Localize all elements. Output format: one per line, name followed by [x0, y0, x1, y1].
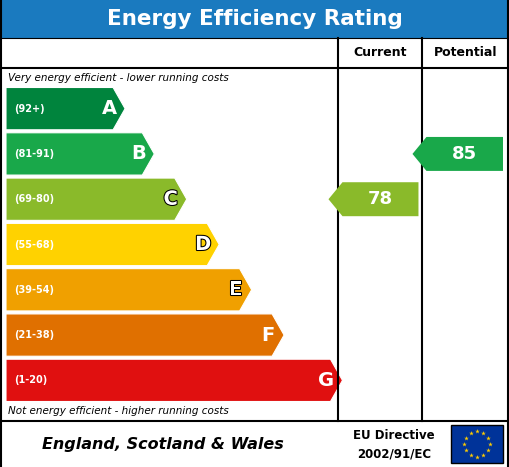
Text: E: E	[229, 280, 242, 299]
Text: (69-80): (69-80)	[14, 194, 54, 204]
Text: A: A	[101, 99, 117, 118]
Text: England, Scotland & Wales: England, Scotland & Wales	[42, 437, 284, 452]
Text: Energy Efficiency Rating: Energy Efficiency Rating	[106, 9, 403, 29]
Polygon shape	[6, 223, 219, 266]
Text: Very energy efficient - lower running costs: Very energy efficient - lower running co…	[8, 73, 229, 83]
Polygon shape	[6, 178, 187, 220]
Polygon shape	[6, 87, 125, 130]
Polygon shape	[6, 269, 251, 311]
Text: (81-91): (81-91)	[14, 149, 54, 159]
Text: (21-38): (21-38)	[14, 330, 54, 340]
Polygon shape	[6, 314, 284, 356]
Text: (39-54): (39-54)	[14, 285, 54, 295]
Text: 78: 78	[368, 190, 393, 208]
Bar	[0, 421, 509, 467]
Polygon shape	[6, 133, 154, 175]
Bar	[0, 0, 509, 38]
Text: 85: 85	[452, 145, 477, 163]
Text: (92+): (92+)	[14, 104, 45, 113]
Text: Potential: Potential	[434, 47, 497, 59]
Text: D: D	[195, 235, 211, 254]
Bar	[451, 425, 503, 463]
Text: C: C	[163, 190, 178, 209]
Polygon shape	[328, 182, 418, 216]
Text: F: F	[262, 325, 275, 345]
Text: Current: Current	[354, 47, 407, 59]
Text: (55-68): (55-68)	[14, 240, 54, 249]
Polygon shape	[6, 359, 343, 402]
Text: (1-20): (1-20)	[14, 375, 47, 385]
Text: G: G	[319, 371, 334, 390]
Text: 2002/91/EC: 2002/91/EC	[357, 448, 431, 460]
Text: EU Directive: EU Directive	[353, 429, 435, 442]
Text: Not energy efficient - higher running costs: Not energy efficient - higher running co…	[8, 406, 229, 416]
Polygon shape	[412, 137, 503, 171]
Text: B: B	[131, 144, 146, 163]
